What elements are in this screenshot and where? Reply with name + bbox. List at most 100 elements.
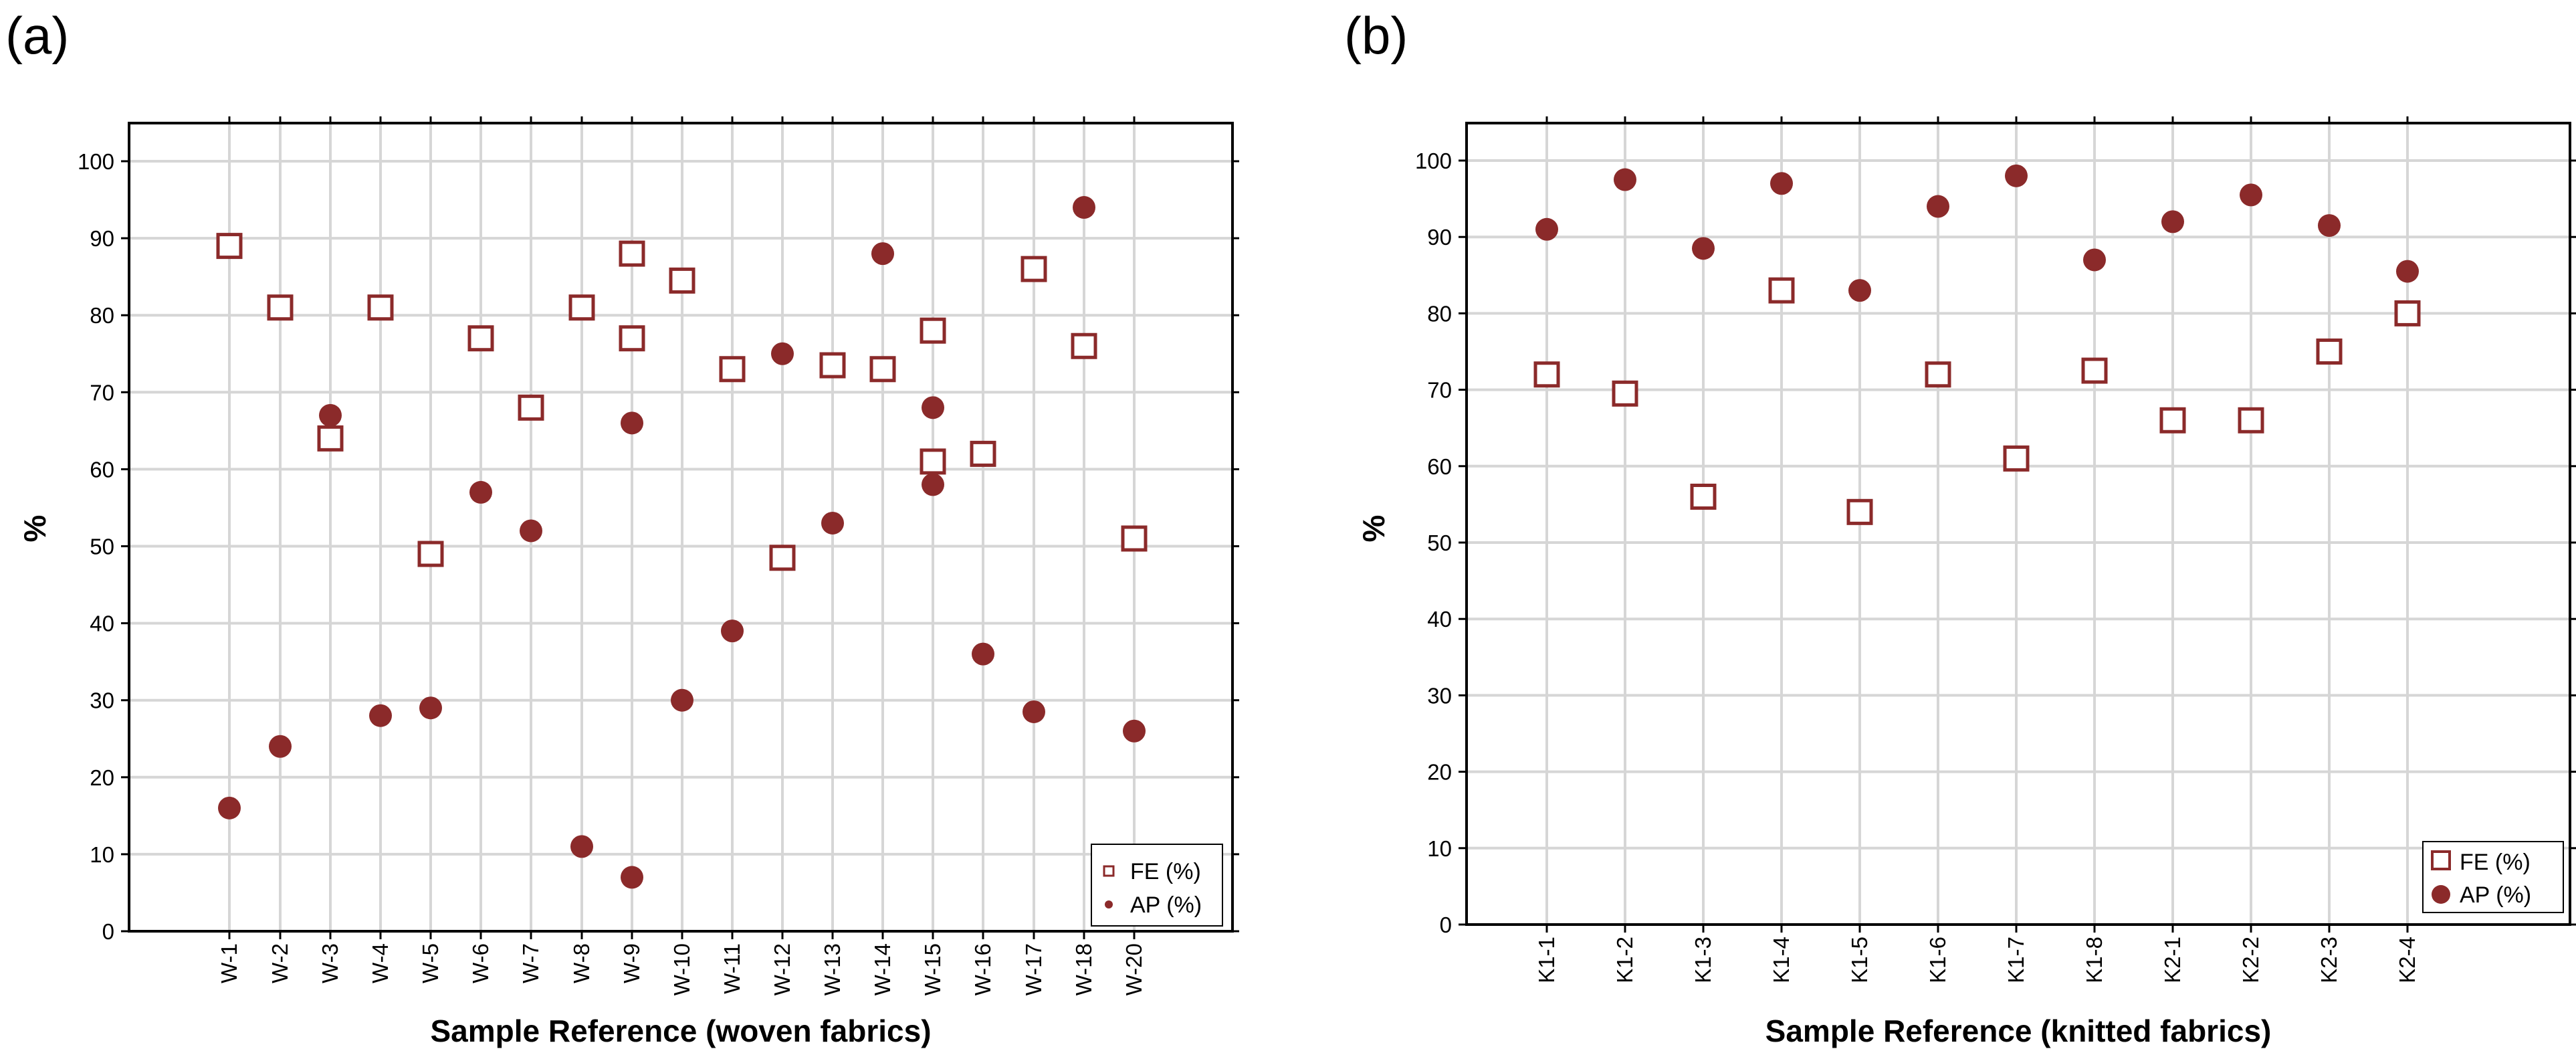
y-tick-label: 60 <box>90 457 114 482</box>
legend-fe-label-a: FE (%) <box>1130 859 1201 884</box>
legend-ap-label-b: AP (%) <box>2460 882 2531 908</box>
fe-point <box>417 541 444 567</box>
series-fe-a <box>216 233 1148 571</box>
ap-point <box>1535 217 1558 241</box>
fe-point <box>619 240 645 267</box>
x-tick-label: K1-4 <box>1769 937 1794 983</box>
x-tick-label: W-1 <box>217 943 241 983</box>
x-tick-label: K2-1 <box>2160 937 2185 983</box>
ap-point <box>2005 164 2028 187</box>
y-tick-label: 40 <box>90 611 114 636</box>
ap-point <box>972 642 994 666</box>
ap-point <box>1770 172 1793 195</box>
ap-point <box>821 511 844 535</box>
ap-point <box>1023 700 1045 723</box>
y-gridlines-b <box>1467 159 2570 850</box>
x-tick-label: W-5 <box>418 943 443 983</box>
x-tick-label: W-3 <box>318 943 342 983</box>
ap-point <box>1848 279 1871 302</box>
ap-point <box>2161 210 2184 233</box>
x-axis-a: W-1 W-2 W-3 W-4 W-5 W-6 W-7 W-8 W-9 W-10 W-11 W-12 W… <box>217 116 1146 995</box>
fe-point <box>1846 498 1873 525</box>
ap-point <box>319 403 342 427</box>
ap-point <box>570 835 593 858</box>
ap-point <box>871 242 894 266</box>
ap-point <box>922 396 944 419</box>
legend-b: FE (%) AP (%) <box>2422 841 2564 913</box>
legend-ap-marker-a <box>1105 900 1113 908</box>
y-tick-label: 30 <box>90 688 114 713</box>
ap-point <box>1123 719 1146 743</box>
ap-point <box>369 704 392 727</box>
legend-ap-marker-b <box>2432 885 2450 904</box>
fe-point <box>467 325 494 352</box>
y-tick-label: 50 <box>90 535 114 559</box>
y-tick-label: 30 <box>1427 683 1452 708</box>
legend-fe-marker-a <box>1103 865 1115 877</box>
y-axis-title-b: % <box>1356 515 1391 543</box>
y-tick-label: 20 <box>90 765 114 790</box>
ap-point <box>621 866 643 889</box>
plot-frame-a <box>128 122 1234 933</box>
series-fe-b <box>1533 277 2421 525</box>
x-tick-label: W-11 <box>720 943 744 994</box>
legend-a: FE (%) AP (%) <box>1091 844 1223 927</box>
ap-point <box>269 735 292 758</box>
ap-point <box>671 688 693 712</box>
fe-point <box>2316 339 2343 365</box>
fe-point <box>1925 361 1951 388</box>
fe-point <box>1612 380 1638 407</box>
ap-point <box>2083 248 2106 272</box>
fe-point <box>1690 483 1717 510</box>
ap-point <box>1073 196 1095 219</box>
ap-point <box>771 342 794 365</box>
x-tick-label: W-6 <box>468 943 493 983</box>
x-tick-label: W-2 <box>267 943 292 983</box>
fe-point <box>1071 332 1097 359</box>
x-tick-label: K1-7 <box>2004 937 2028 983</box>
x-tick-label: W-13 <box>820 943 845 995</box>
fe-point <box>1021 256 1047 282</box>
x-tick-label: W-17 <box>1021 943 1046 995</box>
x-tick-label: W-10 <box>669 943 694 995</box>
y-tick-label: 40 <box>1427 607 1452 632</box>
x-tick-label: W-8 <box>569 943 594 983</box>
legend-box-a <box>1091 844 1223 927</box>
series-ap-b <box>1535 164 2419 302</box>
y-tick-label: 20 <box>1427 760 1452 785</box>
x-tick-label: W-12 <box>770 943 794 995</box>
fe-point <box>216 233 243 260</box>
x-gridlines-a <box>228 123 1136 931</box>
x-tick-label: W-18 <box>1071 943 1096 995</box>
y-tick-label: 80 <box>90 303 114 328</box>
x-axis-title-b: Sample Reference (knitted fabrics) <box>1765 1014 2272 1048</box>
x-axis-b: K1-1 K1-2 K1-3 K1-4 K1-5 K1-6 K1-7 K1-8 K2-1 K2-2… <box>1534 116 2420 983</box>
fe-point <box>869 356 896 383</box>
ap-point <box>469 480 492 504</box>
y-tick-label: 90 <box>90 226 114 251</box>
y-tick-label: 60 <box>1427 454 1452 479</box>
y-tick-label: 0 <box>1440 912 1452 937</box>
ap-point <box>922 473 944 496</box>
y-tick-label: 10 <box>90 842 114 867</box>
x-axis-title-a: Sample Reference (woven fabrics) <box>430 1014 931 1048</box>
y-tick-label: 70 <box>90 380 114 405</box>
fe-point <box>1121 525 1148 552</box>
fe-point <box>2081 357 2108 384</box>
fe-point <box>669 267 695 294</box>
fe-point <box>769 545 796 571</box>
x-gridlines-b <box>1545 123 2409 925</box>
ap-point <box>218 796 241 820</box>
plot-frame-b <box>1465 122 2571 926</box>
y-tick-label: 0 <box>102 919 114 944</box>
ap-point <box>419 696 442 720</box>
legend-fe-label-b: FE (%) <box>2460 850 2531 875</box>
x-tick-label: W-14 <box>870 943 895 995</box>
panel-label-a: (a) <box>5 6 69 65</box>
ap-point <box>2240 183 2262 207</box>
fe-point <box>518 394 544 421</box>
x-tick-label: W-20 <box>1121 943 1146 995</box>
x-tick-label: K2-4 <box>2395 937 2420 983</box>
y-axis-a: 0 10 20 30 40 50 60 70 80 90 100 <box>78 149 1239 944</box>
